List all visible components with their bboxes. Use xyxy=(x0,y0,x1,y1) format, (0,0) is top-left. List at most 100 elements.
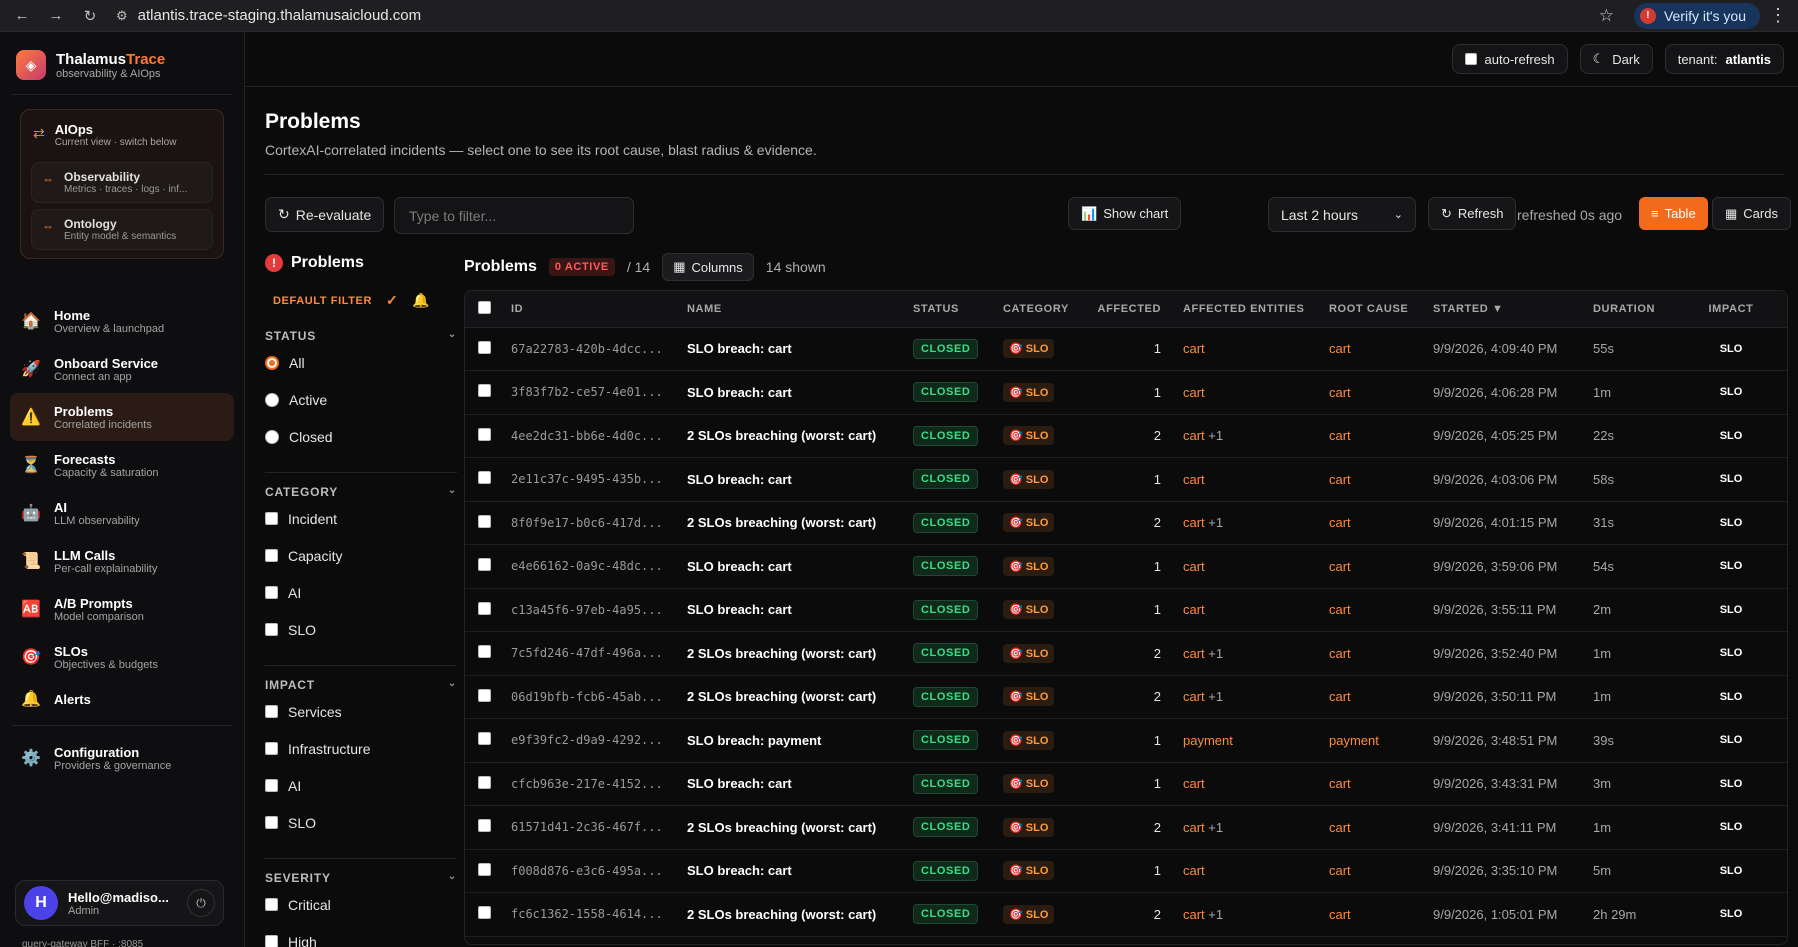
affected-entities[interactable]: cart xyxy=(1175,588,1321,632)
problem-id[interactable]: e4e66162-0a9c-48dc... xyxy=(503,544,679,589)
checkbox[interactable] xyxy=(265,705,278,718)
sidebar-item-configuration[interactable]: ⚙️ Configuration Providers & governance xyxy=(10,734,234,782)
root-cause[interactable]: cart xyxy=(1321,675,1425,719)
sidebar-item-slos[interactable]: 🎯 SLOs Objectives & budgets xyxy=(10,633,234,681)
row-checkbox[interactable] xyxy=(477,601,491,615)
impact-option-slo[interactable]: SLO xyxy=(265,805,457,840)
default-filter-label[interactable]: DEFAULT FILTER xyxy=(273,294,373,307)
problem-name[interactable]: 2 SLOs breaching (worst: cart) xyxy=(679,631,905,676)
auto-refresh-toggle[interactable]: auto-refresh xyxy=(1451,44,1568,74)
column-header-name[interactable]: NAME xyxy=(679,291,905,328)
checkbox[interactable] xyxy=(265,935,278,947)
category-option-incident[interactable]: Incident xyxy=(265,501,457,536)
column-header-id[interactable]: ID xyxy=(503,291,679,328)
checkbox[interactable] xyxy=(265,549,278,562)
impact-option-infrastructure[interactable]: Infrastructure xyxy=(265,731,457,766)
category-filter-header[interactable]: CATEGORY ⌄ xyxy=(265,485,457,499)
cards-view-button[interactable]: ▦ Cards xyxy=(1712,197,1791,230)
problem-id[interactable]: fc6c1362-1558-4614... xyxy=(503,892,679,937)
re-evaluate-button[interactable]: ↻ Re-evaluate xyxy=(265,197,385,232)
filter-input[interactable] xyxy=(394,197,634,234)
forward-icon[interactable]: → xyxy=(48,7,64,24)
affected-entities[interactable]: cart +1 xyxy=(1175,892,1321,937)
problem-name[interactable]: 2 SLOs breaching (worst: cart) xyxy=(679,414,905,458)
problem-name[interactable]: SLO breach: cart xyxy=(679,588,905,632)
severity-filter-header[interactable]: SEVERITY ⌄ xyxy=(265,871,457,885)
row-checkbox[interactable] xyxy=(477,906,491,920)
address-bar[interactable]: ⚙ atlantis.trace-staging.thalamusaicloud… xyxy=(110,7,1593,24)
workspace-ontology[interactable]: ⇔ Ontology Entity model & semantics xyxy=(31,209,213,250)
radio[interactable] xyxy=(265,429,279,444)
problem-name[interactable]: SLO breach: cart xyxy=(679,762,905,806)
root-cause[interactable]: cart xyxy=(1321,457,1425,502)
problem-name[interactable]: SLO breach: cart xyxy=(679,370,905,415)
table-row[interactable]: 06d19bfb-fcb6-45ab... 2 SLOs breaching (w… xyxy=(465,675,1787,719)
back-icon[interactable]: ← xyxy=(14,7,30,24)
checkbox[interactable] xyxy=(265,623,278,636)
row-checkbox[interactable] xyxy=(477,558,491,572)
browser-menu-icon[interactable]: ⋮ xyxy=(1769,5,1787,25)
select-all-checkbox[interactable] xyxy=(477,300,491,314)
logout-power-icon[interactable]: ⏻ xyxy=(187,889,215,917)
radio[interactable] xyxy=(265,355,279,370)
problem-name[interactable]: SLO breach: cart xyxy=(679,849,905,893)
row-checkbox[interactable] xyxy=(477,427,491,441)
table-row[interactable]: 2e11c37c-9495-435b... SLO breach: cart CLO… xyxy=(465,457,1787,502)
root-cause[interactable]: cart xyxy=(1321,588,1425,632)
row-checkbox[interactable] xyxy=(477,732,491,746)
root-cause[interactable]: cart xyxy=(1321,370,1425,415)
severity-option-critical[interactable]: Critical xyxy=(265,887,457,922)
problem-name[interactable]: SLO breach: cart xyxy=(679,544,905,589)
problem-id[interactable]: 3f83f7b2-ce57-4e01... xyxy=(503,370,679,415)
table-row[interactable]: 61571d41-2c36-467f... 2 SLOs breaching (w… xyxy=(465,805,1787,850)
table-row[interactable]: fc6c1362-1558-4614... 2 SLOs breaching (w… xyxy=(465,892,1787,937)
problem-name[interactable]: SLO breach: cart xyxy=(679,457,905,502)
site-settings-icon[interactable]: ⚙ xyxy=(116,7,128,23)
root-cause[interactable]: cart xyxy=(1321,501,1425,545)
time-range-select[interactable]: Last 2 hours ⌄ xyxy=(1268,197,1416,232)
root-cause[interactable]: cart xyxy=(1321,805,1425,850)
workspace-current[interactable]: ⇄ AIOps Current view · switch below xyxy=(31,120,213,156)
problem-name[interactable]: 2 SLOs breaching (worst: cart) xyxy=(679,805,905,850)
checkbox[interactable] xyxy=(265,779,278,792)
affected-entities[interactable]: cart +1 xyxy=(1175,414,1321,458)
category-option-capacity[interactable]: Capacity xyxy=(265,538,457,573)
impact-option-ai[interactable]: AI xyxy=(265,768,457,803)
auto-refresh-checkbox[interactable] xyxy=(1464,53,1477,65)
problem-name[interactable]: SLO breach: payment xyxy=(679,718,905,763)
problem-id[interactable]: 4ee2dc31-bb6e-4d0c... xyxy=(503,414,679,458)
column-header-impact[interactable]: IMPACT xyxy=(1673,291,1787,328)
root-cause[interactable]: cart xyxy=(1321,892,1425,937)
problem-id[interactable]: 2e11c37c-9495-435b... xyxy=(503,457,679,502)
root-cause[interactable]: cart xyxy=(1321,544,1425,589)
row-checkbox[interactable] xyxy=(477,645,491,659)
sidebar-item-ai[interactable]: 🤖 AI LLM observability xyxy=(10,489,234,537)
row-checkbox[interactable] xyxy=(477,340,491,354)
column-header-started[interactable]: STARTED ▼ xyxy=(1425,291,1585,328)
bell-icon[interactable]: 🔔 xyxy=(412,292,431,308)
sidebar-item-home[interactable]: 🏠 Home Overview & launchpad xyxy=(10,297,234,345)
tenant-selector[interactable]: tenant: atlantis xyxy=(1664,44,1784,74)
row-checkbox[interactable] xyxy=(477,514,491,528)
table-row[interactable]: e9f39fc2-d9a9-4292... SLO breach: payment… xyxy=(465,718,1787,763)
show-chart-button[interactable]: 📊 Show chart xyxy=(1068,197,1182,230)
verify-button[interactable]: ! Verify it's you xyxy=(1633,2,1760,29)
problem-name[interactable]: 2 SLOs breaching (worst: cart) xyxy=(679,892,905,937)
affected-entities[interactable]: cart xyxy=(1175,544,1321,589)
affected-entities[interactable]: cart xyxy=(1175,849,1321,893)
row-checkbox[interactable] xyxy=(477,775,491,789)
column-header-status[interactable]: STATUS xyxy=(905,291,995,328)
table-row[interactable]: c13a45f6-97eb-4a95... SLO breach: cart CLO… xyxy=(465,588,1787,632)
bookmark-star-icon[interactable]: ☆ xyxy=(1598,5,1614,25)
column-header-affected[interactable]: AFFECTED xyxy=(1087,291,1175,328)
row-checkbox[interactable] xyxy=(477,384,491,398)
status-option-all[interactable]: All xyxy=(265,345,457,380)
column-header-root-cause[interactable]: ROOT CAUSE xyxy=(1321,291,1425,328)
root-cause[interactable]: cart xyxy=(1321,414,1425,458)
affected-entities[interactable]: cart +1 xyxy=(1175,631,1321,676)
problem-id[interactable]: f008d876-e3c6-495a... xyxy=(503,849,679,893)
table-row[interactable]: 8f0f9e17-b0c6-417d... 2 SLOs breaching (w… xyxy=(465,501,1787,545)
radio[interactable] xyxy=(265,392,279,407)
affected-entities[interactable]: cart +1 xyxy=(1175,805,1321,850)
sidebar-item-problems[interactable]: ⚠️ Problems Correlated incidents xyxy=(10,393,234,441)
